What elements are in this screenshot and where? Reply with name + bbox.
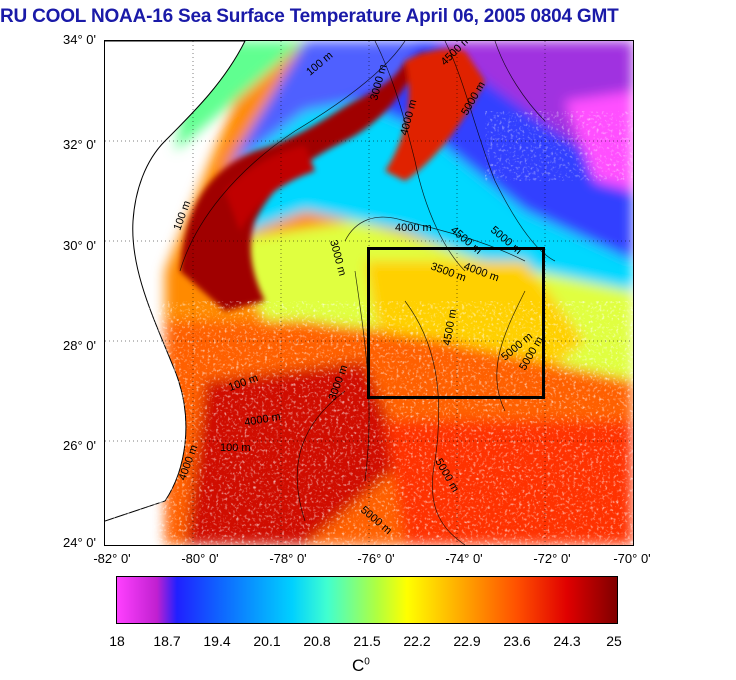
x-tick-label: -74° 0' [445, 551, 483, 566]
unit-label: C [352, 656, 365, 675]
y-tick-label: 32° 0' [63, 137, 96, 152]
colorbar-tick: 20.8 [303, 633, 331, 649]
colorbar-tick: 25 [606, 633, 622, 649]
sst-image: 100 m 100 m 3000 m 4000 m 4500 m 5000 m … [105, 41, 633, 545]
x-tick-label: -76° 0' [357, 551, 395, 566]
contour-label: 100 m [220, 442, 251, 454]
colorbar-tick: 21.5 [353, 633, 381, 649]
colorbar-tick: 24.3 [553, 633, 581, 649]
y-tick-label: 26° 0' [63, 438, 96, 453]
colorbar-tick: 18 [109, 633, 125, 649]
study-area-box [367, 247, 545, 399]
sst-map: 100 m 100 m 3000 m 4000 m 4500 m 5000 m … [104, 40, 634, 546]
colorbar-unit: C0 [352, 656, 370, 676]
colorbar-tick: 18.7 [153, 633, 181, 649]
chart-title: RU COOL NOAA-16 Sea Surface Temperature … [0, 6, 619, 27]
colorbar-tick: 19.4 [203, 633, 231, 649]
colorbar-tick: 20.1 [253, 633, 281, 649]
x-tick-label: -78° 0' [269, 551, 307, 566]
x-tick-label: -72° 0' [533, 551, 571, 566]
contour-label: 4000 m [395, 222, 432, 234]
unit-superscript: 0 [364, 656, 370, 668]
colorbar-tick: 22.9 [453, 633, 481, 649]
colorbar-tick: 22.2 [403, 633, 431, 649]
x-tick-label: -82° 0' [93, 551, 131, 566]
x-tick-label: -80° 0' [181, 551, 219, 566]
colorbar-tick: 23.6 [503, 633, 531, 649]
y-tick-label: 34° 0' [63, 32, 96, 47]
colorbar [116, 576, 618, 624]
y-tick-label: 30° 0' [63, 238, 96, 253]
x-tick-label: -70° 0' [613, 551, 651, 566]
y-tick-label: 24° 0' [63, 535, 96, 550]
y-tick-label: 28° 0' [63, 338, 96, 353]
